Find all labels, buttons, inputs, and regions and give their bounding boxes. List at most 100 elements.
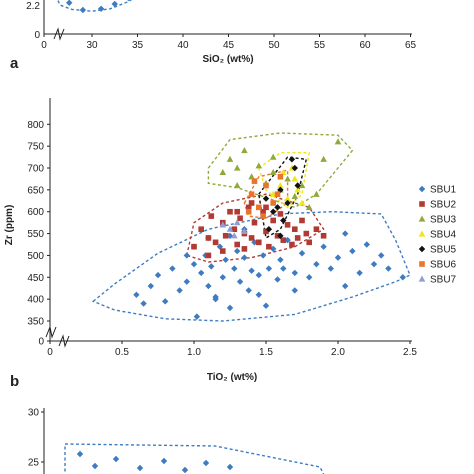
point-sbu1 [265,265,273,272]
y-tick-label-b: 650 [27,185,44,196]
point-sbu1 [208,263,215,270]
legend-label-sbu4: SBU4 [430,230,457,241]
point-sbu5 [294,182,301,189]
point-sbu2 [234,208,240,215]
panel-b-chart: 0 350 400 450 500 550 600 650 700 750 800 0 0.5 1.0 1.… [4,98,457,383]
point-sbu1 [183,252,190,259]
x-tick-label-b: 2.5 [403,347,417,358]
point-sbu1 [176,287,183,294]
point-sbu1 [320,243,327,250]
legend-marker-sbu2 [419,201,425,207]
point-sbu3 [320,155,327,162]
point-sbu2 [248,200,255,206]
legend-label-sbu1: SBU1 [430,185,457,196]
x-tick-label-a: 45 [223,40,235,51]
legend-marker-sbu5 [418,245,426,253]
point-sbu1 [190,260,198,268]
y-tick-label-b: 550 [27,229,44,240]
point-sbu3 [226,155,234,162]
point-sbu4 [277,181,284,189]
point-sbu2 [284,222,291,228]
legend-label-sbu5: SBU5 [430,245,457,256]
point-sbu3 [233,164,241,171]
point-sbu1 [370,260,378,268]
x-tick-label-a: 50 [268,40,280,51]
point-sbu1 [298,250,306,257]
point-sbu2 [266,243,272,250]
point-sbu1 [236,278,244,285]
point-sbu1 [91,462,99,470]
point-sbu1 [66,0,73,6]
x-tick-label-a: 30 [86,40,98,51]
point-sbu1 [378,252,385,259]
point-sbu5 [288,156,296,163]
point-sbu4 [291,175,299,182]
point-sbu6 [263,182,269,189]
point-sbu1 [160,457,168,465]
point-sbu1 [79,6,87,14]
legend-marker-sbu1 [418,185,426,193]
point-sbu3 [255,162,263,169]
point-sbu2 [263,204,269,211]
point-sbu3 [248,173,255,180]
envelope-sbu5 [258,156,308,240]
point-sbu1 [226,232,234,239]
y-tick-label-b: 450 [27,273,44,284]
envelope-sbu2 [185,193,325,263]
legend-marker-sbu6 [419,261,425,267]
y-tick-label-a: 2.2 [26,1,40,12]
y-tick-label-b: 800 [27,120,44,131]
point-sbu7 [233,219,241,226]
point-sbu2 [313,226,320,233]
point-sbu4 [294,186,301,193]
point-sbu1 [274,276,281,283]
point-sbu7 [241,227,248,234]
point-sbu1 [327,265,334,272]
point-sbu2 [289,241,295,248]
point-sbu1 [212,295,219,303]
point-sbu1 [112,455,120,463]
point-sbu1 [306,274,313,281]
point-sbu2 [208,213,215,219]
point-sbu6 [260,213,266,219]
point-sbu1 [363,241,370,248]
legend: SBU1 SBU2 SBU3 SBU4 SBU5 SBU6 SBU7 [418,185,457,286]
point-sbu1 [202,459,210,467]
point-sbu1 [234,247,241,255]
point-sbu1 [277,256,284,264]
point-sbu1 [245,287,252,294]
point-sbu1 [291,269,298,277]
point-sbu1 [255,291,262,298]
point-sbu1 [231,265,238,272]
point-sbu2 [205,235,212,241]
point-sbu3 [219,168,227,175]
point-sbu1 [399,274,406,281]
point-sbu3 [241,147,248,154]
point-sbu2 [299,217,305,224]
x-tick-label-a: 0 [41,40,47,51]
x-tick-label-a: 65 [405,40,417,51]
x-tick-label-b: 1.0 [187,347,201,358]
point-sbu2 [222,232,229,239]
envelope-sbu1 [64,443,325,474]
point-sbu5 [280,217,287,224]
point-sbu1 [198,269,205,277]
point-sbu2 [270,217,276,224]
point-sbu1 [255,271,262,279]
point-sbu2 [241,246,248,252]
point-sbu2 [220,248,226,254]
y-tick-label-a: 0 [34,30,40,41]
point-sbu4 [298,199,306,206]
point-sbu5 [262,195,270,202]
point-sbu3 [233,181,241,189]
point-sbu2 [280,237,287,243]
point-sbu2 [212,239,219,246]
point-sbu1 [111,0,118,8]
point-sbu1 [169,265,176,272]
point-sbu1 [259,252,267,259]
point-sbu6 [245,208,252,215]
point-sbu2 [205,252,212,259]
point-sbu5 [277,232,284,239]
point-sbu1 [181,466,189,474]
point-sbu1 [127,0,130,2]
